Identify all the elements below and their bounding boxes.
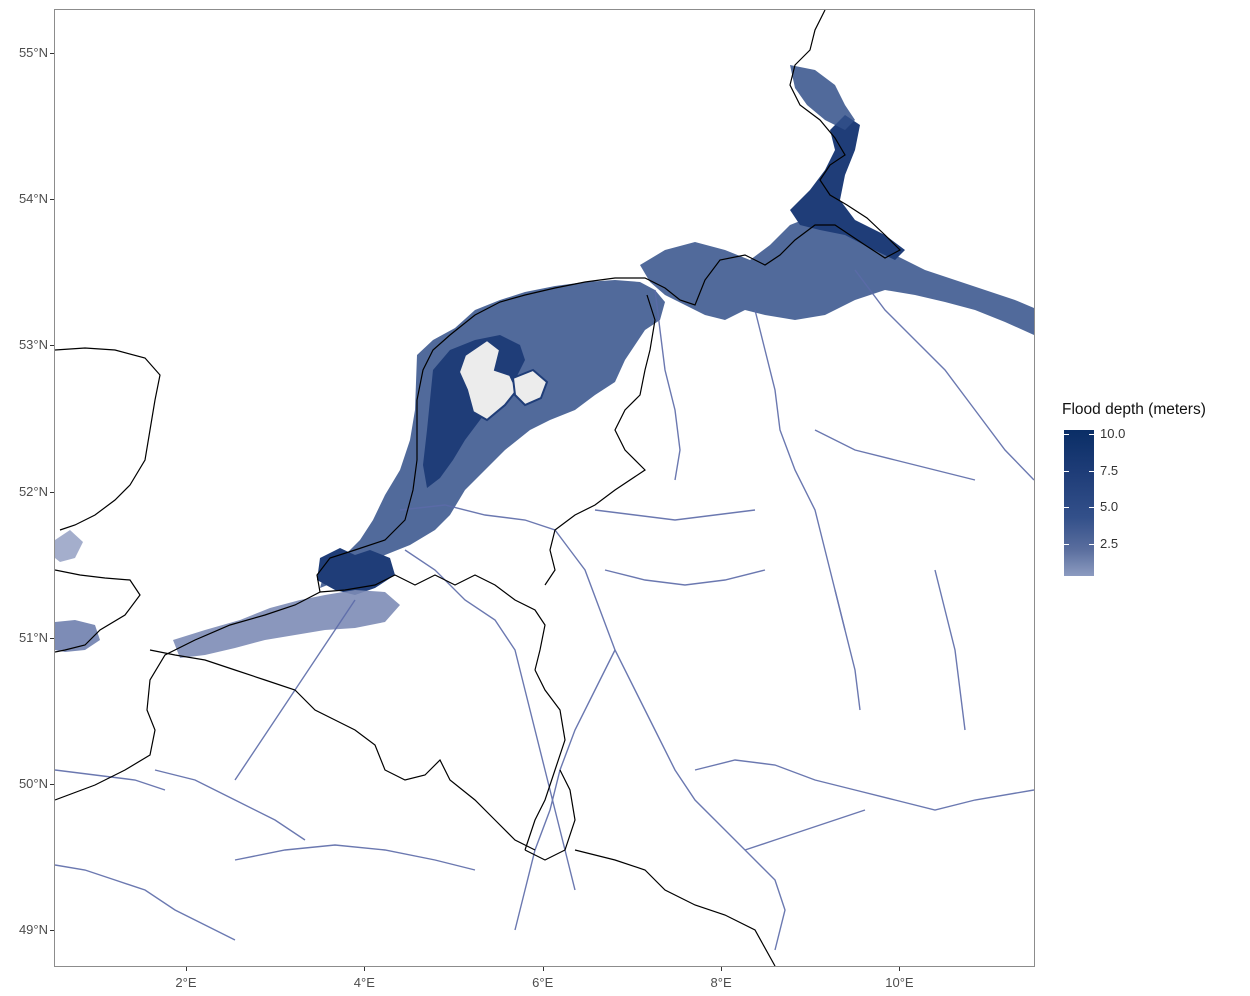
river-rhine (399, 504, 786, 951)
y-tick-label: 53°N (18, 337, 48, 353)
legend-label: 10.0 (1100, 426, 1126, 442)
river-aller (814, 429, 976, 481)
y-tick-mark (50, 199, 54, 201)
river-neckar (744, 809, 866, 851)
x-tick-mark (542, 967, 544, 971)
x-tick-mark (185, 967, 187, 971)
y-tick-mark (50, 491, 54, 493)
x-tick-label: 10°E (885, 975, 914, 990)
y-tick-label: 54°N (18, 191, 48, 207)
river-lippe (594, 509, 756, 521)
coastline-england (55, 347, 161, 653)
legend-tick (1089, 470, 1094, 472)
legend-title: Flood depth (meters) (1062, 401, 1206, 418)
flood-elbe-estuary (790, 115, 905, 260)
border-fr-de (574, 849, 776, 966)
flood-map (55, 10, 1034, 966)
flood-zeeland (317, 548, 395, 595)
map-panel (54, 9, 1035, 967)
flood-german-coast (640, 215, 1034, 335)
river-main (694, 759, 1034, 811)
x-tick-label: 8°E (710, 975, 732, 990)
coastline-continent (55, 10, 901, 801)
border-nl-de (544, 294, 656, 586)
coastline-and-borders (55, 10, 901, 966)
river-meuse (404, 549, 576, 891)
y-tick-mark (50, 345, 54, 347)
river-marne (234, 844, 476, 871)
y-tick-label: 50°N (18, 776, 48, 792)
legend-tick (1089, 543, 1094, 545)
y-tick-label: 49°N (18, 922, 48, 938)
flood-netherlands (320, 280, 665, 588)
y-tick-label: 51°N (18, 629, 48, 645)
legend: Flood depth (meters) 10.0 7.5 5.0 2.5 (1062, 401, 1247, 576)
legend-label: 7.5 (1100, 462, 1119, 478)
x-tick-mark (899, 967, 901, 971)
y-tick-mark (50, 784, 54, 786)
legend-tick (1089, 507, 1094, 509)
river-moselle (514, 649, 616, 931)
x-tick-label: 2°E (175, 975, 197, 990)
y-tick-label: 55°N (18, 44, 48, 60)
rivers (55, 269, 1034, 951)
flood-england-coast (55, 620, 100, 652)
legend-tick (1064, 543, 1069, 545)
river-saale (934, 569, 966, 731)
flood-areas (55, 65, 1034, 658)
border-be-fr (149, 649, 536, 851)
border-be-de (524, 669, 566, 851)
polder-area (457, 338, 519, 422)
legend-label: 5.0 (1100, 499, 1119, 515)
border-nl-be (319, 574, 546, 671)
polder-area-2 (511, 368, 549, 407)
y-tick-label: 52°N (18, 483, 48, 499)
legend-tick (1064, 434, 1069, 436)
x-tick-mark (721, 967, 723, 971)
y-tick-mark (50, 930, 54, 932)
river-elbe (854, 269, 1034, 481)
x-tick-mark (364, 967, 366, 971)
river-seine (55, 864, 236, 941)
y-tick-mark (50, 637, 54, 639)
flood-jutland-coast (790, 65, 855, 130)
river-somme (55, 769, 166, 791)
flood-belgian-coast (173, 590, 400, 658)
river-weser (754, 309, 846, 631)
border-lu (524, 769, 576, 861)
x-tick-label: 6°E (532, 975, 554, 990)
river-ruhr (604, 569, 766, 586)
y-tick-mark (50, 52, 54, 54)
flood-england-east (55, 530, 83, 562)
x-tick-label: 4°E (353, 975, 375, 990)
legend-tick (1064, 507, 1069, 509)
river-ems (654, 289, 681, 481)
legend-label: 2.5 (1100, 535, 1119, 551)
river-oise (154, 769, 306, 841)
legend-tick (1089, 434, 1094, 436)
river-fulda (834, 589, 861, 711)
legend-colorbar (1064, 430, 1094, 576)
legend-tick (1064, 470, 1069, 472)
